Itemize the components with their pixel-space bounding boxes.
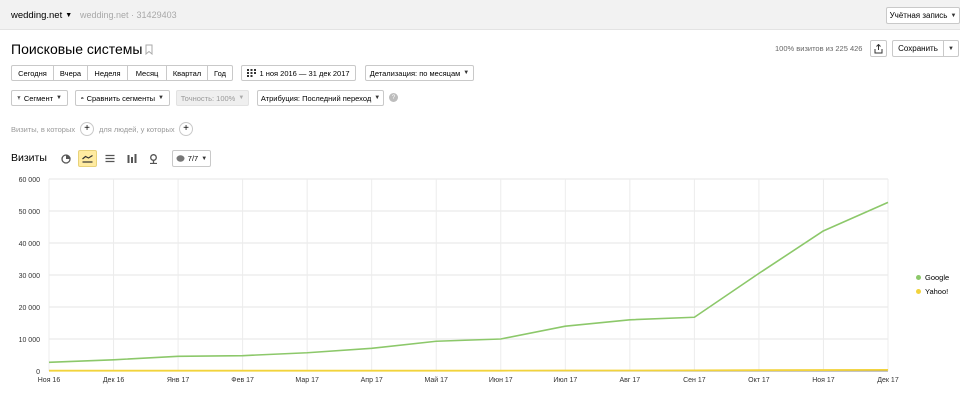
chevron-down-icon: ▼ xyxy=(158,95,164,101)
site-name: wedding.net xyxy=(11,10,63,21)
period-week[interactable]: Неделя xyxy=(88,65,128,81)
segment-button[interactable]: Сегмент ▼ xyxy=(11,90,68,106)
site-selector[interactable]: wedding.net ▼ xyxy=(11,10,72,21)
series-line-yahoo[interactable] xyxy=(49,368,889,372)
period-today[interactable]: Сегодня xyxy=(11,65,54,81)
bar-chart-icon xyxy=(127,154,136,163)
y-tick-label: 0 xyxy=(36,369,40,376)
detail-label: Детализация: по месяцам xyxy=(369,68,461,78)
x-tick-label: Май 17 xyxy=(425,376,449,384)
x-tick-label: Ноя 16 xyxy=(38,377,61,384)
attribution-dropdown[interactable]: Атрибуция: Последний переход ▼ xyxy=(257,90,384,106)
chevron-down-icon: ▼ xyxy=(65,12,73,19)
counter-id: 31429403 xyxy=(136,10,177,20)
legend-label-google: Google xyxy=(925,272,950,282)
save-options-button[interactable]: ▼ xyxy=(943,40,959,57)
save-button[interactable]: Сохранить xyxy=(892,40,944,57)
period-yesterday[interactable]: Вчера xyxy=(54,65,88,81)
pie-chart-icon xyxy=(60,153,71,164)
x-tick-label: Фев 17 xyxy=(231,377,254,384)
x-tick-label: Апр 17 xyxy=(361,377,383,384)
help-icon[interactable]: ? xyxy=(389,93,398,102)
y-tick-label: 50 000 xyxy=(19,209,41,216)
series-selector-button[interactable]: 7/7 ▼ xyxy=(172,150,211,167)
bookmark-icon[interactable] xyxy=(145,44,153,55)
visits-info: 100% визитов из 225 426 xyxy=(775,44,863,53)
accuracy-label: Точность: 100% xyxy=(180,93,236,103)
pie-chart-toggle[interactable] xyxy=(56,150,75,167)
chevron-down-icon: ▼ xyxy=(948,45,954,52)
visits-line-chart: 0 10 000 20 000 30 000 40 000 50 000 60 000 Но… xyxy=(19,177,899,384)
chart-legend: Google Yahoo! xyxy=(916,270,949,298)
people-filter-label: для людей, у которых xyxy=(99,125,175,134)
period-month[interactable]: Месяц xyxy=(128,65,167,81)
area-chart-toggle[interactable] xyxy=(100,150,119,167)
accuracy-dropdown[interactable]: Точность: 100% ▼ xyxy=(176,90,249,106)
chevron-down-icon: ▼ xyxy=(201,155,208,162)
counter-info: wedding.net · 31429403 xyxy=(80,10,177,20)
x-tick-label: Авг 17 xyxy=(620,377,641,384)
x-tick-label: Июл 17 xyxy=(553,377,577,384)
x-tick-label: Окт 17 xyxy=(748,377,770,384)
map-toggle[interactable] xyxy=(144,150,163,167)
x-tick-label: Сен 17 xyxy=(683,377,706,384)
x-tick-label: Янв 17 xyxy=(167,377,189,384)
x-tick-label: Дек 17 xyxy=(877,377,899,384)
legend-marker-google xyxy=(916,274,921,280)
x-tick-label: Июн 17 xyxy=(489,377,513,384)
segment-label: Сегмент xyxy=(23,93,54,103)
visits-filter-label: Визиты, в которых xyxy=(11,125,76,134)
bar-chart-toggle[interactable] xyxy=(122,150,141,167)
comment-icon xyxy=(176,154,185,162)
legend-label-yahoo: Yahoo! xyxy=(925,286,949,296)
legend-item-google[interactable]: Google xyxy=(916,270,949,284)
detail-dropdown[interactable]: Детализация: по месяцам ▼ xyxy=(365,65,474,81)
map-pin-icon xyxy=(150,153,157,164)
add-people-condition-button[interactable]: + xyxy=(179,122,193,136)
filter-icon xyxy=(17,96,21,100)
calendar-icon xyxy=(247,69,257,77)
chevron-down-icon: ▼ xyxy=(56,95,62,101)
attribution-label: Атрибуция: Последний переход xyxy=(260,93,372,103)
period-year[interactable]: Год xyxy=(208,65,233,81)
x-tick-label: Мар 17 xyxy=(295,377,319,384)
add-visit-condition-button[interactable]: + xyxy=(80,122,94,136)
chevron-down-icon: ▼ xyxy=(463,70,470,76)
series-line-google[interactable] xyxy=(48,201,889,364)
chart-section-title: Визиты xyxy=(11,152,47,164)
account-button[interactable]: Учётная запись ▼ xyxy=(886,7,960,24)
y-tick-label: 20 000 xyxy=(19,305,41,312)
counter-name: wedding.net xyxy=(80,10,129,20)
chevron-down-icon: ▼ xyxy=(374,95,381,101)
plus-icon: + xyxy=(84,123,90,134)
export-button[interactable] xyxy=(870,40,887,57)
page-title: Поисковые системы xyxy=(11,41,143,57)
compare-segments-button[interactable]: Сравнить сегменты ▼ xyxy=(75,90,170,106)
legend-item-yahoo[interactable]: Yahoo! xyxy=(916,284,949,298)
y-tick-label: 60 000 xyxy=(19,177,41,184)
plus-icon: + xyxy=(183,123,189,134)
y-tick-label: 30 000 xyxy=(19,273,41,280)
y-tick-label: 40 000 xyxy=(19,241,41,248)
series-count: 7/7 xyxy=(187,154,199,163)
date-range-label: 1 ноя 2016 — 31 дек 2017 xyxy=(259,68,350,78)
period-quarter[interactable]: Квартал xyxy=(167,65,208,81)
x-tick-label: Ноя 17 xyxy=(812,377,835,384)
export-icon xyxy=(874,43,883,53)
legend-marker-yahoo xyxy=(916,288,921,294)
line-chart-toggle[interactable] xyxy=(78,150,97,167)
top-bar: wedding.net ▼ wedding.net · 31429403 Учё… xyxy=(0,0,960,30)
y-tick-label: 10 000 xyxy=(19,337,41,344)
compare-label: Сравнить сегменты xyxy=(86,93,156,103)
account-label: Учётная запись xyxy=(889,11,948,20)
line-chart-icon xyxy=(82,154,93,163)
binoculars-icon xyxy=(81,97,84,99)
date-range-button[interactable]: 1 ноя 2016 — 31 дек 2017 xyxy=(241,65,356,81)
stacked-area-icon xyxy=(105,154,114,163)
x-tick-label: Дек 16 xyxy=(103,377,125,384)
chevron-down-icon: ▼ xyxy=(950,12,957,19)
chevron-down-icon: ▼ xyxy=(238,95,245,101)
